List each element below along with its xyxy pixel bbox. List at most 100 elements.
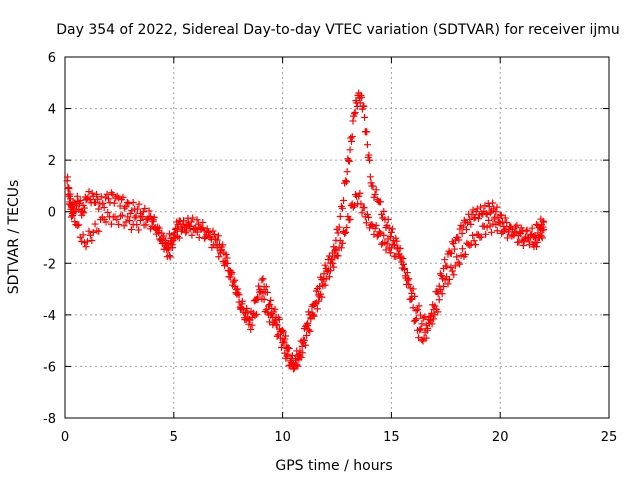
data-point-interp (267, 296, 275, 304)
data-point-interp (280, 337, 288, 345)
data-point-interp (477, 203, 485, 211)
data-point (363, 141, 371, 149)
data-point (78, 208, 86, 216)
data-point-interp (392, 234, 400, 242)
data-point-interp (419, 314, 427, 322)
data-point-interp (412, 307, 420, 315)
data-point-interp (73, 222, 81, 230)
data-point-interp (215, 253, 223, 261)
data-point-interp (482, 230, 490, 238)
data-point-interp (325, 273, 333, 281)
data-point (350, 110, 358, 118)
data-point-interp (341, 229, 349, 237)
data-point-interp (538, 232, 546, 240)
data-point-interp (294, 362, 302, 370)
data-point-interp (313, 305, 321, 313)
data-point-interp (361, 113, 369, 121)
data-point-interp (199, 224, 207, 232)
data-point-interp (323, 267, 331, 275)
data-point-interp (166, 253, 174, 261)
data-point-interp (278, 343, 286, 351)
data-point-interp (438, 290, 446, 298)
data-point-interp (272, 320, 280, 328)
data-point-interp (218, 246, 226, 254)
data-point-interp (80, 209, 88, 217)
y-tick-label: -4 (43, 309, 56, 324)
data-point-interp (116, 212, 124, 220)
data-point-interp (206, 232, 214, 240)
data-point-interp (372, 221, 380, 229)
data-point-interp (262, 283, 270, 291)
data-point (266, 301, 274, 309)
data-point-interp (175, 234, 183, 242)
data-point (440, 282, 448, 290)
data-point (405, 275, 413, 283)
data-point-interp (300, 336, 308, 344)
data-point-interp (86, 196, 94, 204)
data-point (466, 241, 474, 249)
data-point-interp (66, 201, 74, 209)
data-point-interp (71, 218, 79, 226)
data-point-interp (326, 267, 334, 275)
data-point-interp (342, 178, 350, 186)
data-point-interp (386, 249, 394, 257)
data-point-interp (360, 204, 368, 212)
data-point-interp (292, 354, 300, 362)
data-point-interp (348, 133, 356, 141)
data-point-interp (238, 300, 246, 308)
data-point-interp (362, 219, 370, 227)
data-point-interp (160, 232, 168, 240)
data-point-interp (64, 173, 72, 181)
data-point-interp (91, 220, 99, 228)
data-point-interp (334, 229, 342, 237)
data-point-interp (119, 193, 127, 201)
data-point (303, 331, 311, 339)
data-point-interp (538, 226, 546, 234)
data-point-interp (321, 261, 329, 269)
data-point-interp (508, 232, 516, 240)
data-point-interp (132, 212, 140, 220)
data-point-interp (164, 240, 172, 248)
data-point-interp (519, 242, 527, 250)
data-point-interp (441, 256, 449, 264)
data-point-interp (88, 236, 96, 244)
data-point-interp (195, 234, 203, 242)
data-point (105, 195, 113, 203)
data-point (259, 275, 267, 283)
data-point-interp (298, 349, 306, 357)
data-point-interp (189, 214, 197, 222)
grid (65, 57, 609, 418)
data-point-interp (528, 224, 536, 232)
data-point-interp (358, 93, 366, 101)
data-point-interp (284, 344, 292, 352)
data-point-interp (229, 278, 237, 286)
axis-ticks: 0 5 10 15 20 25 -8 -6 -4 -2 0 2 4 6 (43, 51, 617, 445)
data-point-interp (271, 305, 279, 313)
data-point-interp (371, 190, 379, 198)
data-point-interp (275, 325, 283, 333)
data-point-interp (251, 312, 259, 320)
data-point (342, 228, 350, 236)
data-point-interp (435, 296, 443, 304)
data-point-interp (334, 252, 342, 260)
data-point-interp (517, 224, 525, 232)
data-point-interp (522, 227, 530, 235)
data-point-interp (497, 212, 505, 220)
y-tick-label: -2 (43, 257, 56, 272)
data-point-interp (455, 236, 463, 244)
data-point-interp (212, 235, 220, 243)
data-points (63, 89, 548, 373)
y-axis-label: SDTVAR / TECUs (6, 180, 22, 295)
data-point-interp (243, 304, 251, 312)
data-point (492, 208, 500, 216)
data-point-interp (471, 214, 479, 222)
data-point-interp (363, 210, 371, 218)
data-point-interp (168, 238, 176, 246)
data-point-interp (375, 228, 383, 236)
data-point (335, 223, 343, 231)
data-point-interp (107, 189, 115, 197)
data-point-interp (317, 290, 325, 298)
data-point-interp (285, 345, 293, 353)
data-point-interp (399, 255, 407, 263)
data-point (89, 228, 97, 236)
